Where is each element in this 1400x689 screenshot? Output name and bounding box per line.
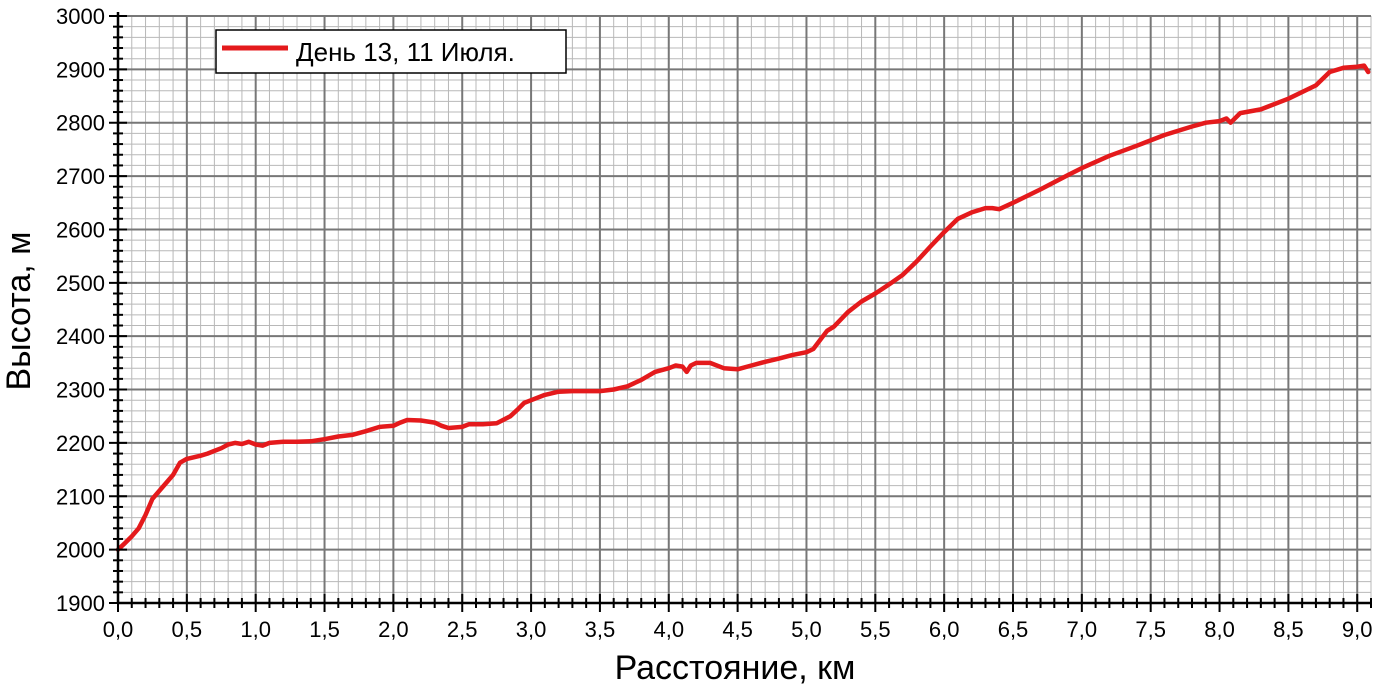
series-layer <box>115 63 1371 552</box>
minor-gridlines <box>118 16 1372 603</box>
x-tick-label: 1,0 <box>240 617 271 642</box>
x-tick-label: 5,0 <box>791 617 822 642</box>
x-tick-label: 8,5 <box>1273 617 1304 642</box>
legend: День 13, 11 Июля. <box>215 29 567 74</box>
major-gridlines <box>117 15 1371 604</box>
x-tick-label: 4,0 <box>653 617 684 642</box>
x-axis-title: Расстояние, км <box>615 649 856 687</box>
x-tick-label: 1,5 <box>309 617 340 642</box>
y-tick-label: 3000 <box>56 4 105 29</box>
x-tick-label: 6,5 <box>998 617 1029 642</box>
y-tick-label: 2000 <box>56 538 105 563</box>
x-tick-label: 0,5 <box>172 617 203 642</box>
x-tick-label: 9,0 <box>1342 617 1373 642</box>
y-tick-label: 2700 <box>56 164 105 189</box>
y-tick-label: 2100 <box>56 484 105 509</box>
x-tick-label: 3,5 <box>585 617 616 642</box>
x-tick-label: 5,5 <box>860 617 891 642</box>
x-tick-label: 2,0 <box>378 617 409 642</box>
legend-label: День 13, 11 Июля. <box>296 37 515 67</box>
y-tick-label: 2400 <box>56 324 105 349</box>
series-line <box>115 63 1371 552</box>
x-tick-label: 4,5 <box>722 617 753 642</box>
y-tick-label: 2800 <box>56 111 105 136</box>
y-tick-label: 2900 <box>56 57 105 82</box>
legend-box <box>215 29 567 74</box>
x-tick-label: 7,0 <box>1067 617 1098 642</box>
axes <box>109 12 1372 612</box>
y-tick-label: 1900 <box>56 591 105 616</box>
x-tick-label: 2,5 <box>447 617 478 642</box>
y-tick-label: 2500 <box>56 271 105 296</box>
x-tick-labels: 0,0 0,5 1,0 1,5 2,0 2,5 3,0 3,5 4,0 4,5 5,0 5,5 6,0 6… <box>103 617 1373 642</box>
x-tick-label: 6,0 <box>929 617 960 642</box>
x-tick-label: 3,0 <box>516 617 547 642</box>
y-tick-labels: 1900 2000 2100 2200 2300 2400 2500 2600 2700 2800… <box>56 4 105 616</box>
y-tick-label: 2200 <box>56 431 105 456</box>
x-tick-label: 0,0 <box>103 617 134 642</box>
x-tick-label: 7,5 <box>1135 617 1166 642</box>
x-tick-label: 8,0 <box>1204 617 1235 642</box>
y-axis-title: Высота, м <box>0 231 38 390</box>
y-tick-label: 2300 <box>56 378 105 403</box>
y-tick-label: 2600 <box>56 217 105 242</box>
